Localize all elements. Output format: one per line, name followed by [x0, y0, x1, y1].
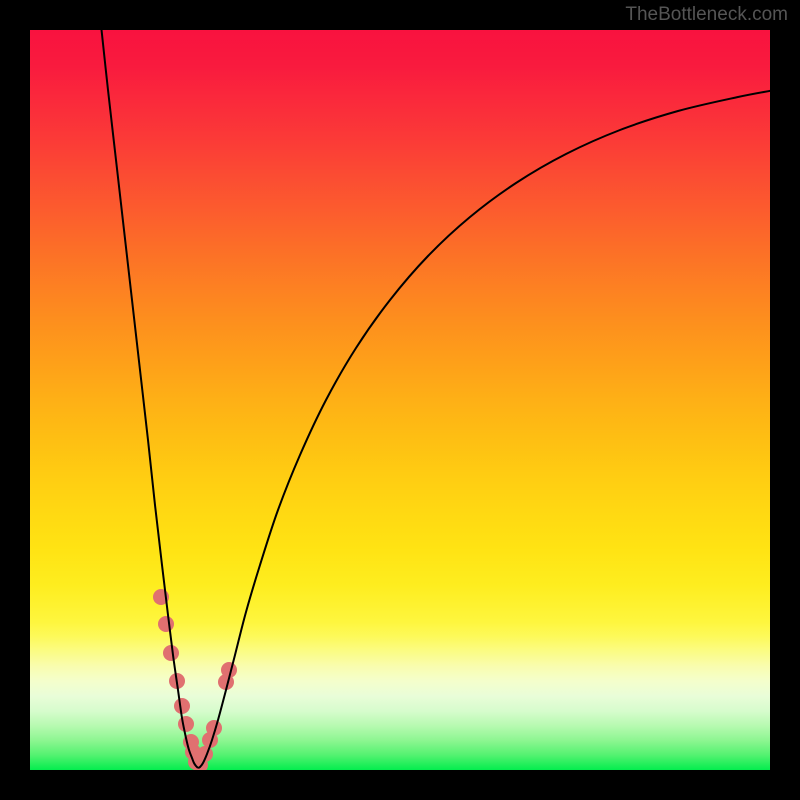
curve-left-branch — [101, 30, 198, 768]
curve-right-branch — [198, 90, 770, 768]
plot-area — [30, 30, 770, 770]
data-marker — [163, 645, 179, 661]
data-markers — [153, 589, 237, 770]
watermark-text: TheBottleneck.com — [625, 4, 788, 26]
data-marker — [178, 716, 194, 732]
curve-layer — [30, 30, 770, 770]
data-marker — [158, 616, 174, 632]
